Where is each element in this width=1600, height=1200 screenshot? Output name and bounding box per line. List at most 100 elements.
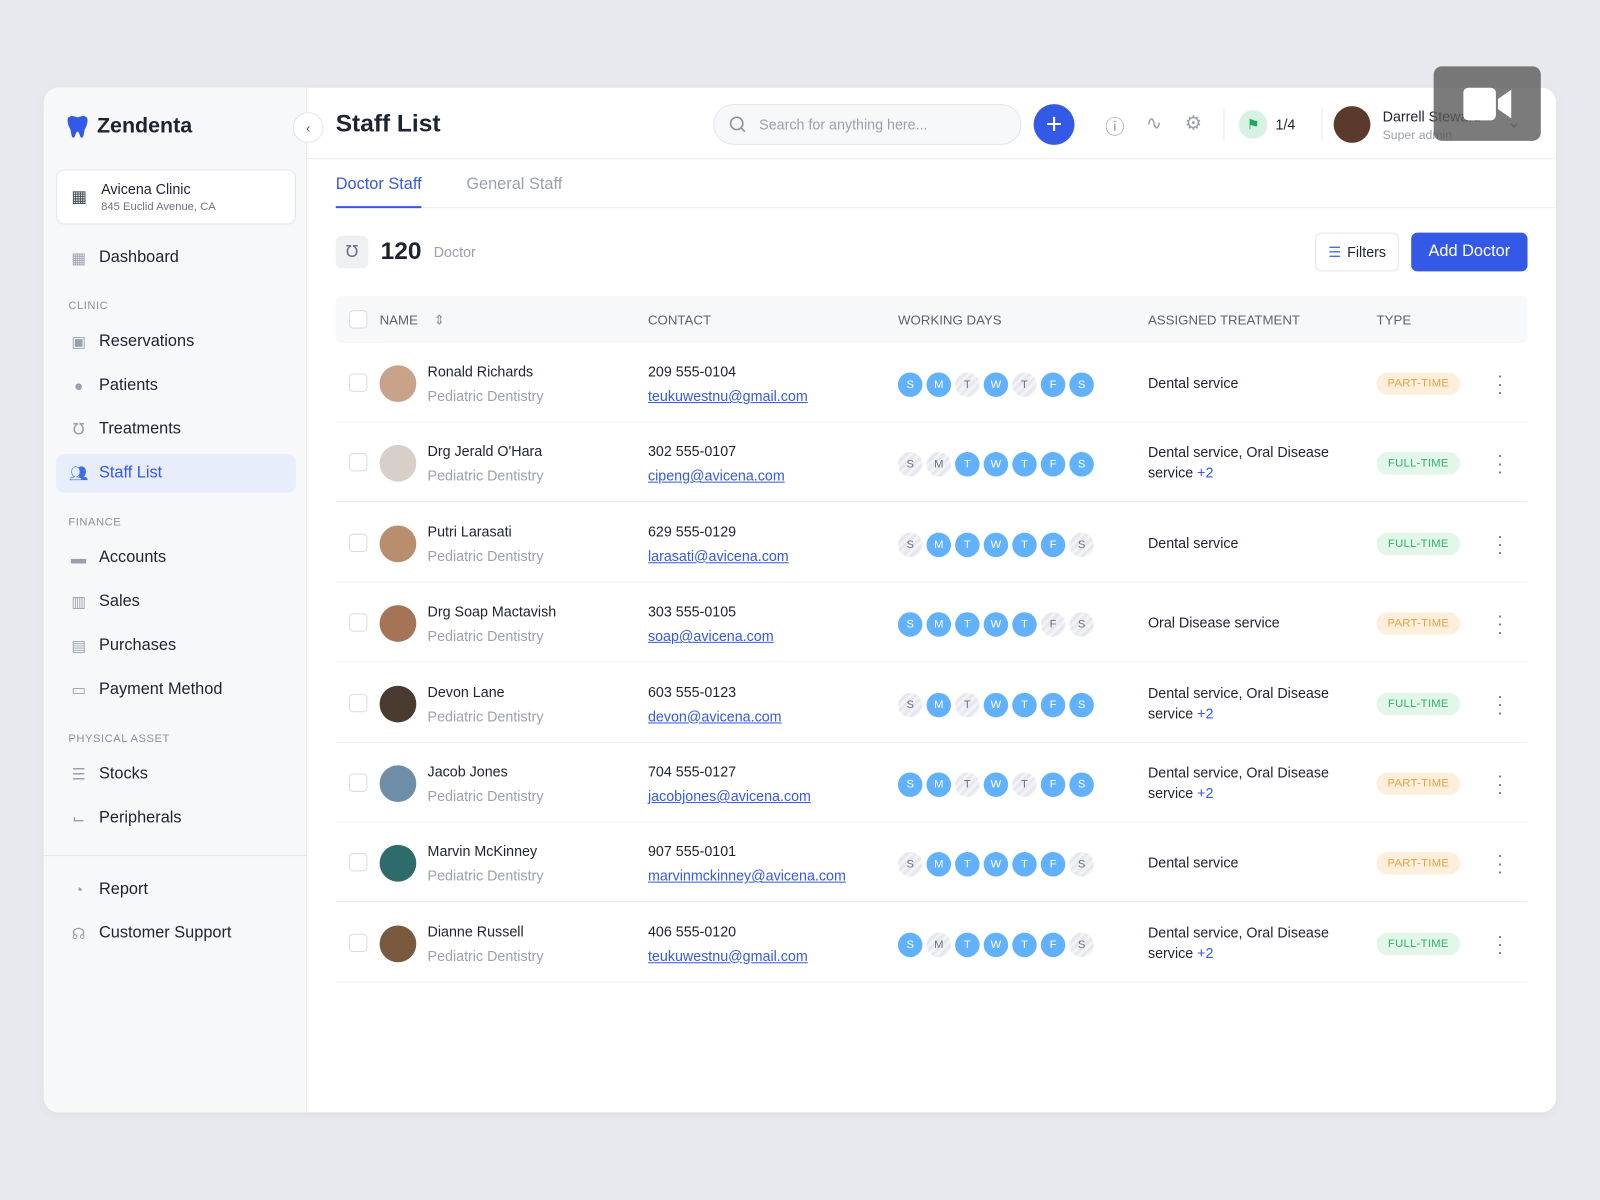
table-row[interactable]: Drg Soap Mactavish Pediatric Dentistry 3…	[335, 583, 1528, 663]
sidebar-item-report[interactable]: ◔ Report	[56, 870, 296, 909]
header-contact: CONTACT	[647, 312, 712, 328]
doctor-name[interactable]: Putri Larasati	[427, 523, 512, 540]
sidebar-item-patients[interactable]: ● Patients	[56, 366, 296, 405]
email-link[interactable]: larasati@avicena.com	[647, 547, 789, 565]
search-input[interactable]: Search for anything here...	[713, 104, 1022, 145]
more-treatments-link[interactable]: +2	[1197, 464, 1214, 482]
section-finance: FINANCE	[68, 516, 122, 529]
doctor-name[interactable]: Drg Soap Mactavish	[427, 603, 557, 620]
collapse-sidebar-button[interactable]: ‹	[292, 112, 324, 143]
day-1-on: M	[926, 692, 952, 717]
sidebar-item-treatments[interactable]: ℧ Treatments	[56, 410, 296, 449]
row-checkbox[interactable]	[348, 773, 368, 792]
sidebar-item-staff-list[interactable]: 👥︎ Staff List	[56, 454, 296, 493]
day-0-on: S	[897, 932, 923, 957]
table-row[interactable]: Putri Larasati Pediatric Dentistry 629 5…	[335, 503, 1528, 583]
day-6-on: S	[1069, 692, 1094, 717]
sort-icon[interactable]: ⇕	[433, 312, 445, 328]
more-treatments-link[interactable]: +2	[1197, 704, 1214, 722]
row-checkbox[interactable]	[348, 453, 368, 472]
sidebar-item-accounts[interactable]: ▬ Accounts	[56, 539, 296, 578]
help-icon[interactable]: ⓘ	[1105, 117, 1125, 139]
sidebar-item-peripherals[interactable]: ⌙ Peripherals	[56, 799, 296, 838]
phone: 209 555-0104	[647, 363, 737, 380]
row-checkbox[interactable]	[348, 693, 368, 712]
row-checkbox[interactable]	[348, 533, 368, 552]
doctor-name[interactable]: Marvin McKinney	[427, 843, 538, 860]
table-row[interactable]: Devon Lane Pediatric Dentistry 603 555-0…	[335, 663, 1528, 743]
day-4-on: T	[1012, 692, 1037, 717]
specialty: Pediatric Dentistry	[427, 467, 544, 485]
sidebar: Zendenta ▦ Avicena Clinic 845 Euclid Aven…	[43, 87, 308, 1113]
doctor-name[interactable]: Dianne Russell	[427, 923, 524, 940]
sidebar-item-sales[interactable]: ▥ Sales	[56, 583, 296, 622]
sidebar-item-reservations[interactable]: ▣ Reservations	[56, 322, 296, 361]
table-row[interactable]: Dianne Russell Pediatric Dentistry 406 5…	[335, 903, 1528, 983]
table-row[interactable]: Ronald Richards Pediatric Dentistry 209 …	[335, 343, 1528, 423]
day-0-on: S	[897, 612, 923, 637]
stethoscope-icon: ℧	[72, 421, 85, 439]
email-link[interactable]: teukuwestnu@gmail.com	[647, 387, 808, 405]
create-button[interactable]: +	[1033, 104, 1075, 145]
specialty: Pediatric Dentistry	[427, 387, 544, 405]
clinic-selector[interactable]: ▦ Avicena Clinic 845 Euclid Avenue, CA	[56, 169, 296, 225]
doctor-name[interactable]: Jacob Jones	[427, 763, 508, 780]
header-assigned-treatment: ASSIGNED TREATMENT	[1147, 312, 1301, 328]
section-clinic: CLINIC	[68, 299, 109, 313]
add-doctor-button[interactable]: Add Doctor	[1411, 232, 1528, 272]
row-checkbox[interactable]	[348, 613, 368, 632]
filters-button[interactable]: ☰ Filters	[1315, 232, 1399, 272]
more-options-icon[interactable]: · · ·	[1496, 365, 1504, 403]
settings-gear-icon[interactable]: ⚙	[1184, 113, 1203, 135]
stethoscope-icon: ℧	[335, 235, 369, 269]
more-options-icon[interactable]: · · ·	[1496, 605, 1504, 643]
day-6-off: S	[1069, 612, 1094, 637]
email-link[interactable]: cipeng@avicena.com	[647, 467, 785, 485]
sidebar-item-dashboard[interactable]: ▦ Dashboard	[56, 239, 296, 278]
more-options-icon[interactable]: · · ·	[1496, 685, 1504, 723]
more-treatments-link[interactable]: +2	[1197, 784, 1214, 802]
more-options-icon[interactable]: · · ·	[1496, 925, 1504, 963]
row-checkbox[interactable]	[348, 373, 368, 392]
logo[interactable]: Zendenta	[66, 114, 192, 138]
doctor-name[interactable]: Ronald Richards	[427, 363, 534, 380]
table-row[interactable]: Jacob Jones Pediatric Dentistry 704 555-…	[335, 743, 1528, 823]
more-options-icon[interactable]: · · ·	[1496, 445, 1504, 483]
avatar	[379, 365, 417, 403]
flag-icon[interactable]: ⚑	[1238, 110, 1268, 139]
day-3-on: W	[983, 852, 1009, 877]
day-5-on: F	[1040, 772, 1066, 797]
row-checkbox[interactable]	[348, 933, 368, 952]
more-options-icon[interactable]: · · ·	[1496, 525, 1504, 563]
email-link[interactable]: soap@avicena.com	[647, 627, 774, 645]
email-link[interactable]: jacobjones@avicena.com	[647, 787, 811, 805]
more-options-icon[interactable]: · · ·	[1496, 845, 1504, 883]
tab-general-staff[interactable]: General Staff	[466, 175, 563, 193]
day-4-off: T	[1012, 772, 1037, 797]
select-all-checkbox[interactable]	[348, 310, 368, 329]
table-row[interactable]: Drg Jerald O'Hara Pediatric Dentistry 30…	[335, 423, 1528, 503]
email-link[interactable]: devon@avicena.com	[647, 707, 782, 725]
day-3-on: W	[983, 532, 1009, 557]
email-link[interactable]: teukuwestnu@gmail.com	[647, 947, 808, 965]
day-2-on: T	[955, 532, 980, 557]
sidebar-item-payment-method[interactable]: ▭ Payment Method	[56, 670, 296, 709]
video-camera-icon[interactable]	[1433, 66, 1541, 141]
row-checkbox[interactable]	[348, 853, 368, 872]
sidebar-item-customer-support[interactable]: ☊ Customer Support	[56, 914, 296, 953]
staff-icon: 👥︎	[68, 465, 89, 483]
doctor-name[interactable]: Devon Lane	[427, 683, 505, 700]
doctor-name[interactable]: Drg Jerald O'Hara	[427, 443, 543, 460]
more-treatments-link[interactable]: +2	[1197, 944, 1214, 962]
day-1-on: M	[926, 532, 952, 557]
tab-doctor-staff[interactable]: Doctor Staff	[335, 176, 422, 209]
sidebar-item-stocks[interactable]: ☰ Stocks	[56, 755, 296, 794]
email-link[interactable]: marvinmckinney@avicena.com	[647, 867, 846, 885]
activity-icon[interactable]: ∿	[1145, 113, 1163, 135]
header-name[interactable]: NAME	[379, 312, 418, 328]
sidebar-item-purchases[interactable]: ▤ Purchases	[56, 627, 296, 666]
table-row[interactable]: Marvin McKinney Pediatric Dentistry 907 …	[335, 823, 1528, 903]
more-options-icon[interactable]: · · ·	[1496, 765, 1504, 803]
